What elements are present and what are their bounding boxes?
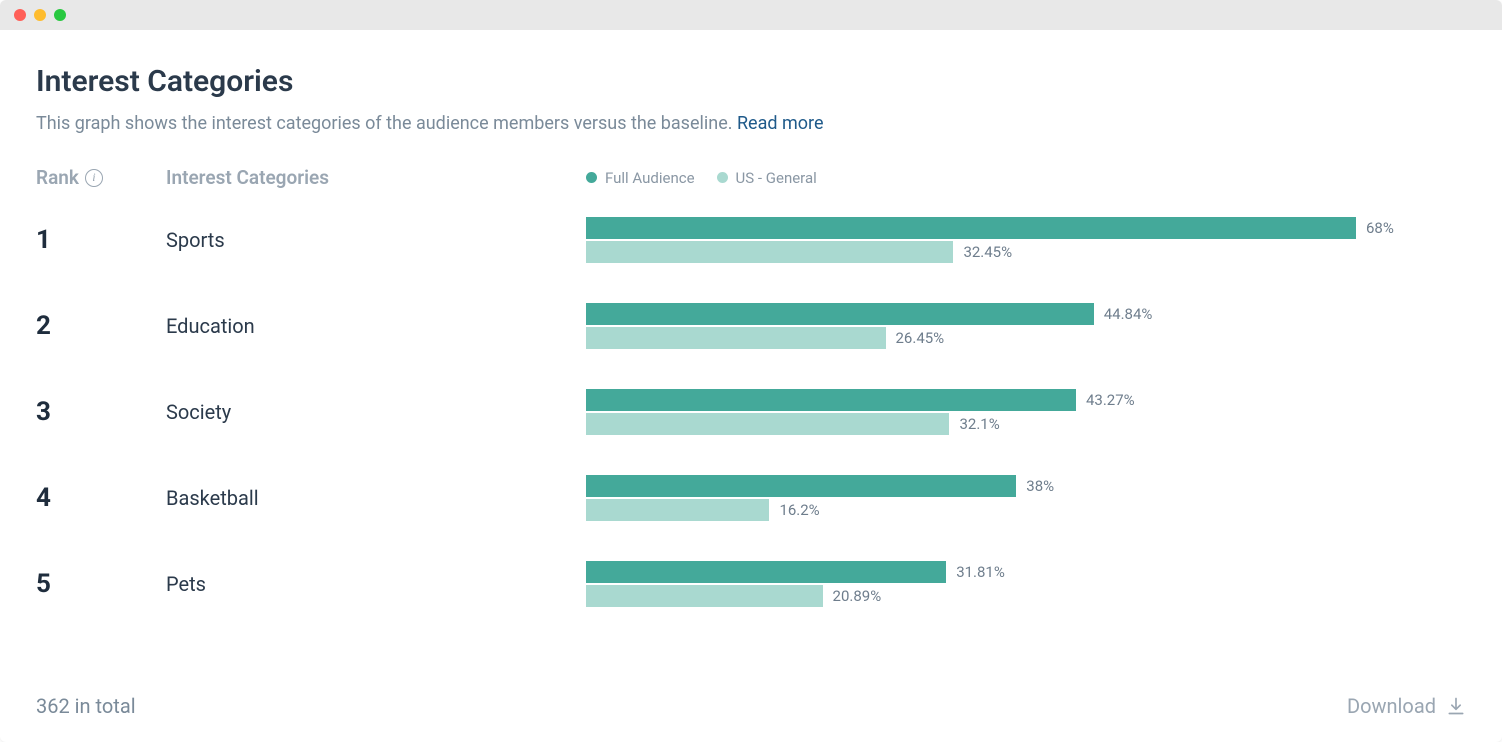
bar-group: 44.84% 26.45% — [586, 303, 1466, 349]
bar — [586, 561, 946, 583]
legend-label-primary: Full Audience — [605, 169, 695, 187]
panel-subtitle: This graph shows the interest categories… — [36, 113, 1466, 134]
rank-column-header: Rank i — [36, 166, 166, 189]
secondary-bar-line: 32.45% — [586, 241, 1466, 263]
legend-swatch-secondary — [717, 172, 728, 183]
bar-value-label: 20.89% — [833, 587, 882, 605]
category-label: Society — [166, 400, 586, 424]
legend-item-full-audience: Full Audience — [586, 169, 695, 187]
bar — [586, 217, 1356, 239]
chart-legend: Full Audience US - General — [586, 169, 1466, 187]
read-more-link[interactable]: Read more — [737, 113, 824, 134]
legend-area: Full Audience US - General — [586, 169, 1466, 187]
bar-group: 43.27% 32.1% — [586, 389, 1466, 435]
window-minimize-dot[interactable] — [34, 9, 46, 21]
bar-value-label: 32.45% — [963, 243, 1012, 261]
primary-bar-line: 38% — [586, 475, 1466, 497]
table-row: 2Education 44.84% 26.45% — [36, 303, 1466, 349]
window-maximize-dot[interactable] — [54, 9, 66, 21]
category-column-header: Interest Categories — [166, 166, 586, 189]
table-row: 5Pets 31.81% 20.89% — [36, 561, 1466, 607]
secondary-bar-line: 32.1% — [586, 413, 1466, 435]
secondary-bar-line: 26.45% — [586, 327, 1466, 349]
secondary-bar-line: 20.89% — [586, 585, 1466, 607]
category-label: Sports — [166, 228, 586, 252]
primary-bar-line: 43.27% — [586, 389, 1466, 411]
bar — [586, 585, 823, 607]
download-button[interactable]: Download — [1347, 694, 1466, 718]
legend-item-baseline: US - General — [717, 169, 817, 187]
primary-bar-line: 44.84% — [586, 303, 1466, 325]
panel-title: Interest Categories — [36, 64, 1466, 99]
panel-content: Interest Categories This graph shows the… — [0, 30, 1502, 742]
secondary-bar-line: 16.2% — [586, 499, 1466, 521]
legend-label-secondary: US - General — [736, 169, 817, 187]
bar — [586, 499, 769, 521]
bar-value-label: 32.1% — [959, 415, 999, 433]
category-label: Education — [166, 314, 586, 338]
legend-swatch-primary — [586, 172, 597, 183]
subtitle-text: This graph shows the interest categories… — [36, 113, 737, 134]
bar-group: 31.81% 20.89% — [586, 561, 1466, 607]
bar-value-label: 44.84% — [1104, 305, 1153, 323]
panel-footer: 362 in total Download — [36, 664, 1466, 718]
rank-number: 3 — [36, 397, 166, 427]
rank-number: 1 — [36, 225, 166, 255]
bar — [586, 413, 949, 435]
bar — [586, 241, 953, 263]
total-count: 362 in total — [36, 694, 136, 718]
bar-value-label: 68% — [1366, 219, 1394, 237]
bar-value-label: 43.27% — [1086, 391, 1135, 409]
table-row: 1Sports 68% 32.45% — [36, 217, 1466, 263]
bar-group: 68% 32.45% — [586, 217, 1466, 263]
rows-container: 1Sports 68% 32.45% 2Education 44.84% 26.45% 3S… — [36, 217, 1466, 607]
titlebar — [0, 0, 1502, 30]
category-header-label: Interest Categories — [166, 166, 329, 189]
table-row: 4Basketball 38% 16.2% — [36, 475, 1466, 521]
table-row: 3Society 43.27% 32.1% — [36, 389, 1466, 435]
rank-number: 2 — [36, 311, 166, 341]
bar — [586, 327, 886, 349]
bar-group: 38% 16.2% — [586, 475, 1466, 521]
bar-value-label: 26.45% — [896, 329, 945, 347]
bar — [586, 475, 1016, 497]
download-icon — [1446, 696, 1466, 716]
bar-value-label: 31.81% — [956, 563, 1005, 581]
bar — [586, 303, 1094, 325]
primary-bar-line: 68% — [586, 217, 1466, 239]
info-icon[interactable]: i — [85, 169, 103, 187]
rank-header-label: Rank — [36, 166, 79, 189]
app-window: Interest Categories This graph shows the… — [0, 0, 1502, 742]
bar-value-label: 38% — [1026, 477, 1054, 495]
primary-bar-line: 31.81% — [586, 561, 1466, 583]
bar — [586, 389, 1076, 411]
window-close-dot[interactable] — [14, 9, 26, 21]
category-label: Pets — [166, 572, 586, 596]
column-header-row: Rank i Interest Categories Full Audience… — [36, 166, 1466, 189]
rank-number: 4 — [36, 483, 166, 513]
category-label: Basketball — [166, 486, 586, 510]
download-label: Download — [1347, 694, 1436, 718]
rank-number: 5 — [36, 569, 166, 599]
bar-value-label: 16.2% — [779, 501, 819, 519]
